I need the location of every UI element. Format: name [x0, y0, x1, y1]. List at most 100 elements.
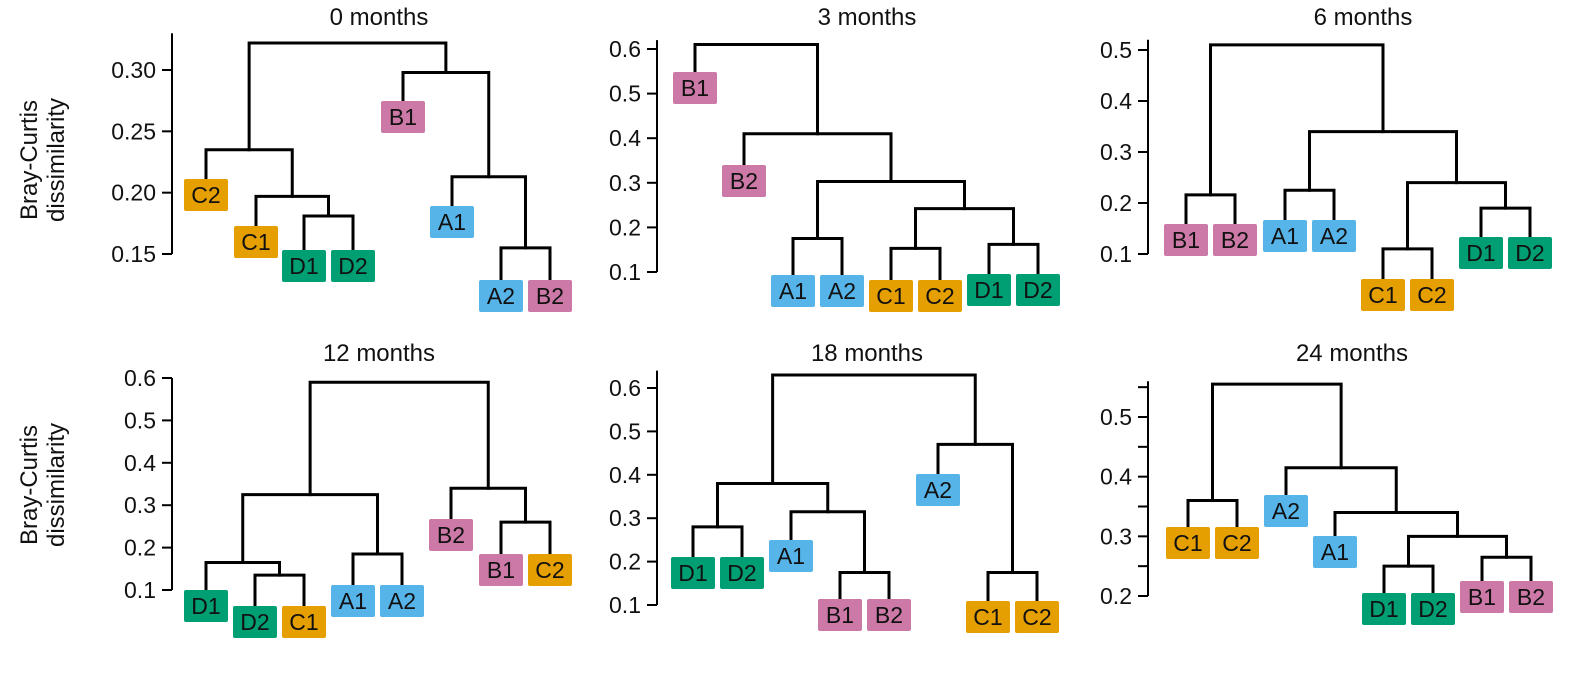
- leaf-label: A1: [769, 540, 813, 572]
- leaf-label-text: B2: [875, 602, 903, 628]
- y-tick-label: 0.4: [609, 462, 641, 488]
- leaf-label-box: [918, 280, 962, 312]
- leaf-label-text: C2: [1022, 604, 1051, 630]
- leaf-label-text: B1: [681, 75, 709, 101]
- leaf-label-text: A1: [1271, 223, 1299, 249]
- leaf-label-box: [722, 165, 766, 197]
- leaf-label: B1: [673, 72, 717, 104]
- leaf-label-text: C1: [1173, 530, 1202, 556]
- leaf-label-box: [1015, 601, 1059, 633]
- leaf-label: D2: [331, 250, 375, 282]
- leaf-label-text: A2: [924, 477, 952, 503]
- y-tick-label: 0.1: [1100, 241, 1132, 267]
- dendrogram-branch: [499, 246, 552, 282]
- leaf-label-text: D2: [727, 560, 756, 586]
- leaf-label: A1: [331, 585, 375, 617]
- dendrogram-branch: [254, 194, 330, 228]
- y-tick-label: 0.3: [1100, 523, 1132, 549]
- panel-title-0-months: 0 months: [329, 4, 429, 31]
- panel-title-6-months: 6 months: [1313, 4, 1413, 31]
- leaf-label: B1: [1164, 224, 1208, 256]
- leaf-label: D2: [720, 557, 764, 589]
- y-tick-label: 0.3: [1100, 139, 1132, 165]
- leaf-label-box: [184, 179, 228, 211]
- leaf-label-text: D1: [974, 277, 1003, 303]
- leaf-label: A1: [1313, 536, 1357, 568]
- leaf-label-box: [966, 601, 1010, 633]
- leaf-label-box: [528, 554, 572, 586]
- y-tick-label: 0.4: [609, 125, 641, 151]
- leaf-label-text: C2: [1417, 282, 1446, 308]
- dendrogram-branch: [1407, 534, 1508, 568]
- leaf-label-box: [869, 280, 913, 312]
- y-tick-label: 0.25: [111, 118, 156, 144]
- leaf-label-box: [1264, 495, 1308, 527]
- leaf-label: D2: [1411, 593, 1455, 625]
- leaf-label-box: [528, 280, 572, 312]
- leaf-label: C2: [1015, 601, 1059, 633]
- leaf-label-text: D1: [678, 560, 707, 586]
- leaf-label-text: B2: [1221, 227, 1249, 253]
- dendrogram-panel: 0.2 0.3 0.4 0.5 C1 C2 A2 A1 D1 D2 B1 B2: [1100, 381, 1553, 625]
- leaf-label-text: A1: [779, 278, 807, 304]
- dendrogram-branch: [889, 246, 942, 282]
- y-tick-label: 0.1: [609, 259, 641, 285]
- y-tick-label: 0.1: [124, 577, 156, 603]
- leaf-label: B1: [479, 554, 523, 586]
- leaf-label-box: [1362, 593, 1406, 625]
- dendrogram-branch: [986, 570, 1039, 603]
- leaf-label: D1: [967, 274, 1011, 306]
- dendrogram-panel: 0.1 0.2 0.3 0.4 0.5 0.6 B1 B2 A1 A2 C1 C2 D1 D2: [609, 36, 1060, 312]
- leaf-label-text: B1: [487, 557, 515, 583]
- leaf-label-box: [671, 557, 715, 589]
- leaf-label-text: A2: [487, 283, 515, 309]
- leaf-label: C2: [1410, 279, 1454, 311]
- dendrogram-branch: [449, 486, 527, 524]
- leaf-label-box: [916, 474, 960, 506]
- leaf-label-text: C2: [925, 283, 954, 309]
- y-tick-label: 0.4: [1100, 88, 1132, 114]
- leaf-label: B2: [722, 165, 766, 197]
- leaf-label-text: A1: [438, 209, 466, 235]
- y-tick-label: 0.6: [609, 36, 641, 62]
- leaf-label-box: [720, 557, 764, 589]
- leaf-label-text: A1: [339, 588, 367, 614]
- y-tick-label: 0.20: [111, 180, 156, 206]
- leaf-label-text: A1: [1321, 539, 1349, 565]
- dendrogram-panel: 0.1 0.2 0.3 0.4 0.5 0.6 D1 D2 A1 B1 B2 A2 C1 C2: [609, 370, 1059, 633]
- y-tick-label: 0.2: [609, 214, 641, 240]
- leaf-label-box: [380, 585, 424, 617]
- dendrogram-branch: [1333, 510, 1459, 538]
- leaf-label-box: [1508, 237, 1552, 269]
- dendrogram-branch: [1479, 206, 1532, 239]
- leaf-label: B1: [1460, 581, 1504, 613]
- dendrogram-branch: [351, 552, 404, 587]
- leaf-label-box: [1164, 224, 1208, 256]
- dendrogram-branch: [241, 493, 379, 564]
- dendrogram-branch: [1382, 564, 1435, 595]
- y-tick-label: 0.3: [124, 492, 156, 518]
- y-tick-label: 0.6: [124, 365, 156, 391]
- y-tick-label: 0.1: [609, 592, 641, 618]
- leaf-label-box: [1213, 224, 1257, 256]
- leaf-label-text: C2: [535, 557, 564, 583]
- leaf-label: A2: [1312, 220, 1356, 252]
- leaf-label: B2: [1213, 224, 1257, 256]
- panel-title-3-months: 3 months: [817, 4, 917, 31]
- leaf-label-box: [818, 599, 862, 631]
- leaf-label-text: A2: [1320, 223, 1348, 249]
- leaf-label: D2: [1016, 274, 1060, 306]
- leaf-label-box: [282, 250, 326, 282]
- leaf-label: A1: [771, 275, 815, 307]
- leaf-label-box: [381, 101, 425, 133]
- dendrogram-branch: [1184, 193, 1237, 226]
- leaf-label-text: B2: [536, 283, 564, 309]
- leaf-label: B2: [429, 519, 473, 551]
- leaf-label-box: [430, 206, 474, 238]
- leaf-label-box: [1215, 527, 1259, 559]
- dendrogram-branch: [1209, 43, 1385, 197]
- leaf-label-text: C1: [973, 604, 1002, 630]
- leaf-label-box: [1509, 581, 1553, 613]
- y-tick-label: 0.2: [124, 535, 156, 561]
